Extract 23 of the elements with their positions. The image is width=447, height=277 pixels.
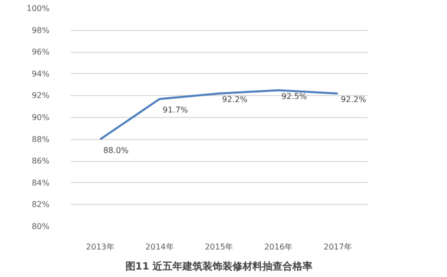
y-tick-label: 86% — [32, 156, 50, 166]
x-tick-label: 2017年 — [324, 242, 352, 252]
data-label: 91.7% — [162, 105, 188, 114]
x-tick-label: 2013年 — [86, 242, 114, 252]
y-tick-label: 100% — [26, 4, 50, 13]
y-tick-label: 98% — [32, 26, 50, 35]
y-tick-label: 94% — [32, 69, 50, 78]
x-tick-label: 2016年 — [264, 242, 293, 252]
data-label: 92.5% — [281, 92, 308, 101]
y-tick-label: 80% — [32, 222, 50, 231]
y-tick-label: 84% — [32, 178, 50, 188]
y-tick-label: 82% — [32, 200, 50, 210]
x-tick-label: 2014年 — [145, 242, 174, 252]
data-label: 88.0% — [103, 146, 130, 155]
data-label: 92.2% — [222, 95, 248, 104]
y-tick-label: 92% — [32, 91, 50, 100]
data-label: 92.2% — [340, 95, 367, 104]
line-series — [99, 89, 339, 140]
x-tick-label: 2015年 — [204, 242, 234, 252]
text: 图11 近五年建筑装饰装修材料抽查合格率 — [125, 260, 313, 272]
y-tick-label: 88% — [32, 134, 50, 144]
y-tick-label: 90% — [32, 113, 50, 122]
y-tick-label: 96% — [32, 48, 50, 57]
